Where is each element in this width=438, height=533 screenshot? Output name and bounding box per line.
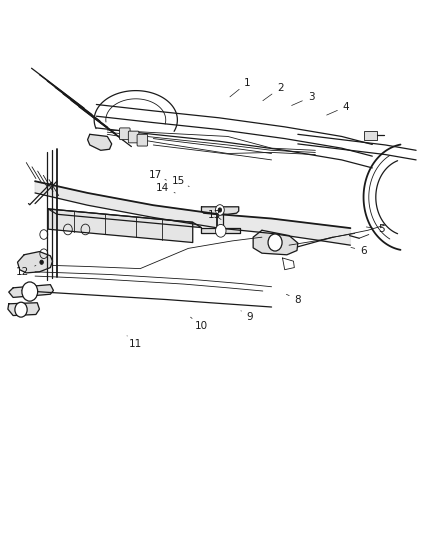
FancyBboxPatch shape	[128, 131, 139, 143]
Circle shape	[268, 234, 282, 251]
Text: 8: 8	[286, 294, 301, 304]
Text: 15: 15	[172, 176, 189, 187]
Text: 11: 11	[127, 336, 142, 349]
Circle shape	[215, 224, 226, 237]
Polygon shape	[201, 228, 240, 233]
Polygon shape	[88, 134, 112, 150]
Polygon shape	[18, 252, 53, 273]
Text: 5: 5	[366, 224, 385, 234]
FancyBboxPatch shape	[364, 131, 377, 140]
Text: 1: 1	[230, 78, 251, 97]
Polygon shape	[48, 209, 193, 243]
Text: 4: 4	[327, 102, 350, 115]
Text: 12: 12	[16, 265, 36, 277]
Polygon shape	[253, 230, 298, 255]
Text: 3: 3	[292, 92, 314, 106]
Polygon shape	[35, 181, 350, 245]
Text: 9: 9	[241, 311, 253, 322]
Text: 13: 13	[208, 210, 221, 220]
Polygon shape	[8, 303, 39, 316]
Circle shape	[15, 302, 27, 317]
Text: 17: 17	[149, 170, 166, 180]
Circle shape	[40, 260, 43, 264]
Polygon shape	[48, 209, 201, 228]
Polygon shape	[9, 285, 53, 297]
Text: 14: 14	[155, 183, 175, 193]
Text: 10: 10	[191, 317, 208, 331]
FancyBboxPatch shape	[120, 128, 130, 140]
FancyBboxPatch shape	[137, 134, 148, 146]
Circle shape	[215, 205, 224, 215]
Circle shape	[22, 282, 38, 301]
Circle shape	[218, 208, 222, 212]
Text: 2: 2	[263, 83, 284, 101]
Polygon shape	[201, 207, 239, 214]
Text: 6: 6	[351, 246, 367, 255]
